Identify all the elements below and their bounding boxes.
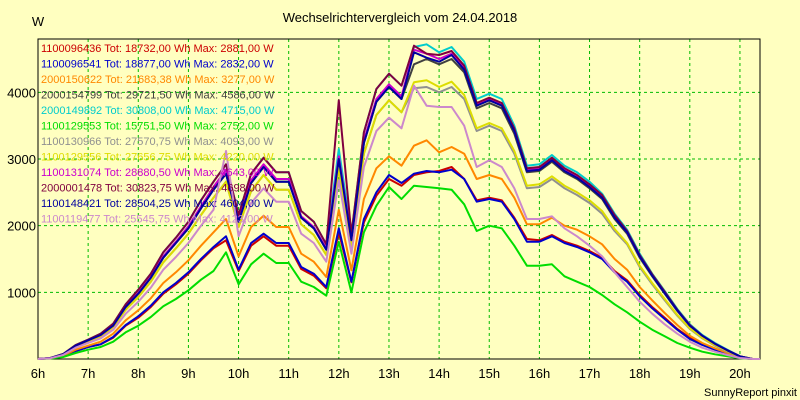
x-tick-label: 8h: [131, 366, 145, 381]
legend-entry: 1100129553 Tot: 15751,50 Wh Max: 2752,00…: [41, 121, 274, 133]
grid: [38, 39, 760, 359]
x-tick-label: 6h: [31, 366, 45, 381]
x-tick-label: 12h: [328, 366, 350, 381]
y-tick-label: 3000: [7, 152, 36, 167]
series-line-8: [37, 79, 760, 360]
legend-entry: 2000150622 Tot: 21683,38 Wh Max: 3277,00…: [41, 74, 275, 86]
y-axis-label: W: [32, 14, 45, 29]
x-tick-label: 20h: [729, 366, 751, 381]
x-tick-label: 17h: [579, 366, 601, 381]
series-line-11: [37, 51, 760, 360]
x-tick-label: 19h: [679, 366, 701, 381]
chart-footer: SunnyReport pinxit: [704, 387, 797, 399]
legend-entry: 1100096541 Tot: 18877,00 Wh Max: 2832,00…: [41, 59, 274, 71]
legend-entry: 2000001478 Tot: 30823,75 Wh Max: 4698,00…: [41, 183, 275, 195]
x-tick-label: 9h: [181, 366, 195, 381]
series-line-2: [37, 168, 760, 360]
x-tick-label: 10h: [228, 366, 250, 381]
legend-entry: 1100131074 Tot: 28880,50 Wh Max: 4643,00…: [41, 167, 274, 179]
x-tick-label: 15h: [478, 366, 500, 381]
chart-title: Wechselrichtervergleich vom 24.04.2018: [283, 10, 518, 25]
y-tick-label: 4000: [7, 85, 36, 100]
y-tick-label: 2000: [7, 219, 36, 234]
legend-entry: 1100096436 Tot: 18732,00 Wh Max: 2881,00…: [41, 43, 274, 55]
legend: 1100096436 Tot: 18732,00 Wh Max: 2881,00…: [41, 43, 275, 226]
legend-entry: 2000149892 Tot: 30808,00 Wh Max: 4715,00…: [41, 105, 275, 117]
x-tick-label: 16h: [529, 366, 551, 381]
tick-labels: 6h 7h 8h 9h 10h 11h 12h 13h 14h 15h 16h 17h 18h 19h 20…: [7, 85, 751, 381]
x-tick-label: 11h: [278, 366, 299, 381]
plot-frame: [37, 38, 761, 360]
legend-entry: 1100129556 Tot: 27656,75 Wh Max: 4220,00…: [41, 152, 274, 164]
series-lines: [37, 43, 760, 360]
y-tick-label: 1000: [7, 285, 36, 300]
series-line-12: [37, 84, 760, 360]
legend-entry: 1100148421 Tot: 28504,25 Wh Max: 4604,00…: [41, 198, 274, 210]
series-line-3: [37, 139, 760, 360]
series-line-6: [37, 184, 760, 360]
x-tick-label: 18h: [629, 366, 651, 381]
x-tick-label: 7h: [81, 366, 95, 381]
legend-entry: 1100119477 Tot: 25545,75 Wh Max: 4123,00…: [41, 214, 273, 226]
x-tick-label: 13h: [378, 366, 400, 381]
x-tick-label: 14h: [428, 366, 450, 381]
legend-entry: 2000154799 Tot: 29721,50 Wh Max: 4586,00…: [41, 90, 275, 102]
legend-entry: 1100130966 Tot: 27570,75 Wh Max: 4093,00…: [41, 136, 274, 148]
